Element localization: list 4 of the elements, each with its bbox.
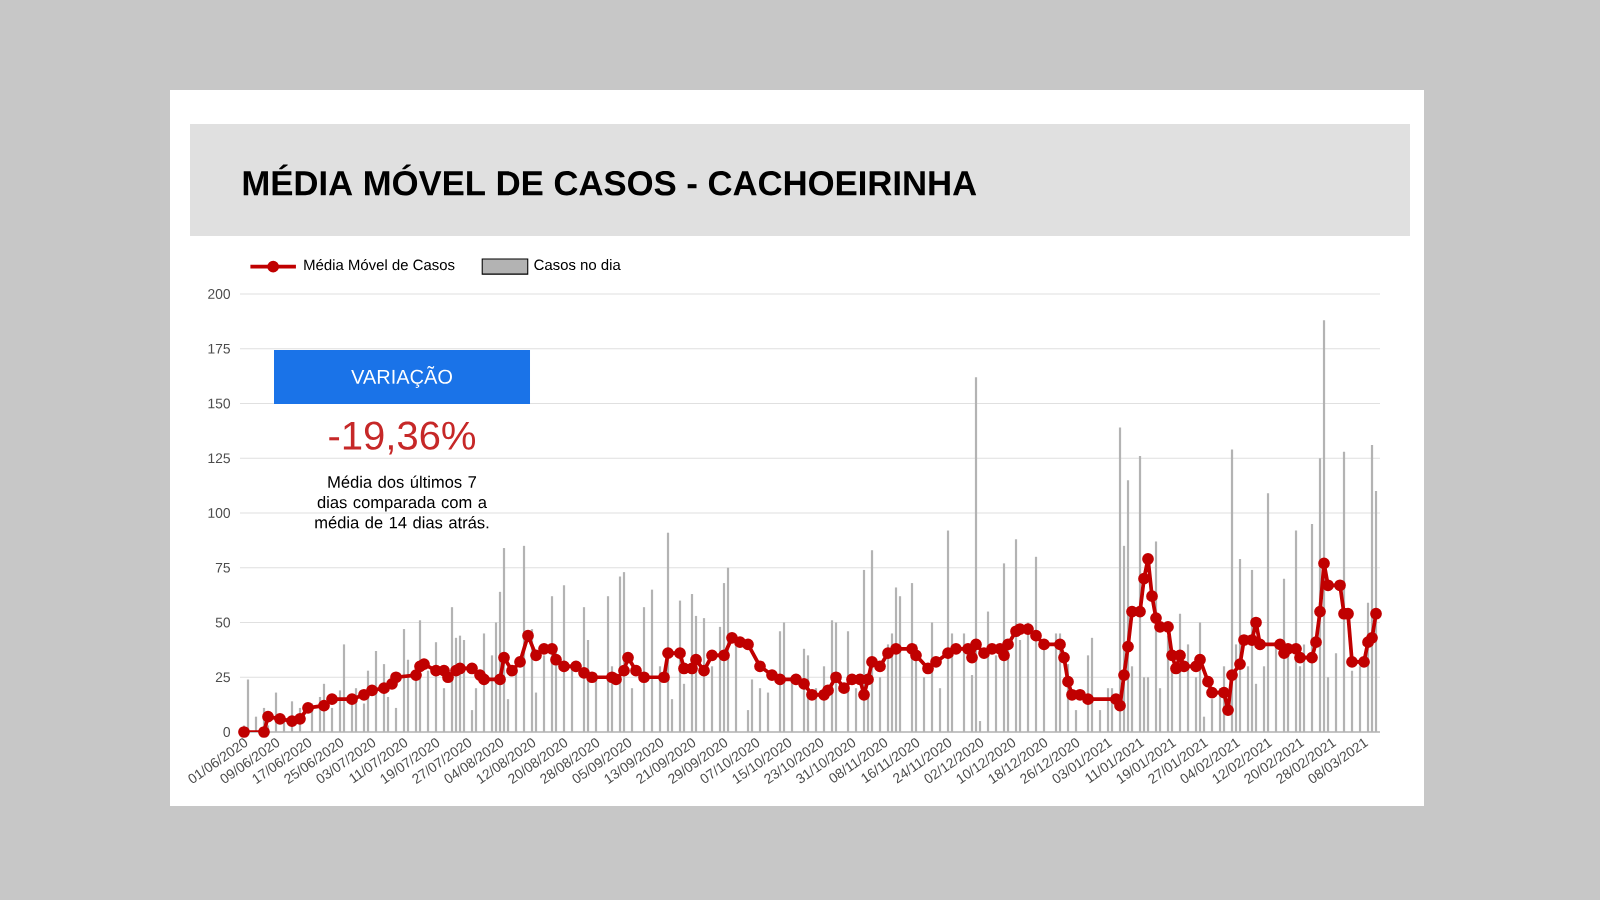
annotation: Média dos últimos 7 dias comparada com a média de 14 dias atrás. bbox=[315, 475, 489, 529]
annotation: VARIAÇÃO bbox=[351, 366, 452, 388]
chart-title: MÉDIA MÓVEL DE CASOS - CACHOEIRINHA bbox=[243, 164, 977, 196]
annotation: -19,36% bbox=[329, 421, 476, 455]
